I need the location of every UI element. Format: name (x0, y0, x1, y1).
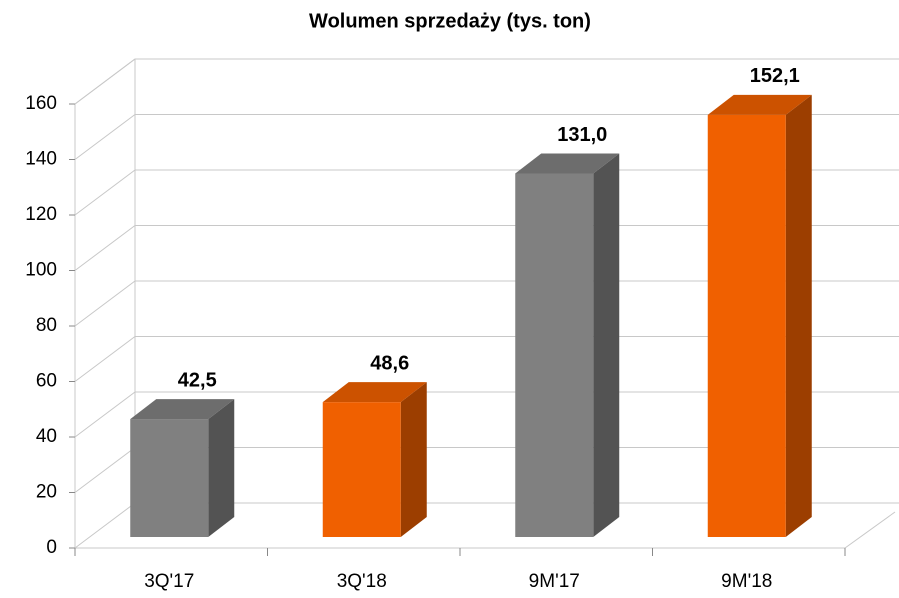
y-tick-label: 80 (36, 315, 57, 336)
grid-line (74, 391, 899, 438)
y-tick-label: 20 (36, 482, 57, 503)
bar-side (400, 382, 427, 537)
grid-line (74, 169, 899, 216)
x-tick-label: 9M'18 (721, 571, 772, 592)
chart-title: Wolumen sprzedaży (tys. ton) (309, 10, 591, 32)
y-tick-label: 40 (36, 426, 57, 447)
data-label: 48,6 (370, 352, 409, 374)
bar-side (785, 94, 812, 538)
y-tick-label: 160 (25, 93, 57, 114)
bar-top (707, 94, 812, 115)
x-tick-label: 3Q'17 (144, 571, 194, 592)
x-tick-label: 9M'17 (529, 571, 580, 592)
bar-top (515, 153, 620, 174)
grid-line (74, 58, 899, 105)
grid-line (74, 114, 899, 160)
bar-top (322, 382, 427, 403)
y-tick-label: 100 (25, 260, 57, 281)
bar-top (130, 399, 235, 420)
y-tick-label: 120 (25, 204, 57, 225)
bar (322, 402, 401, 537)
bar-side (593, 153, 620, 537)
data-label: 152,1 (750, 65, 800, 87)
y-tick-label: 140 (25, 149, 57, 170)
bar (130, 419, 209, 537)
y-tick-label: 60 (36, 371, 57, 392)
grid-line (74, 280, 899, 327)
y-tick-label: 0 (46, 537, 57, 558)
bar (707, 114, 786, 538)
bar (515, 173, 594, 537)
grid-line (74, 336, 899, 382)
grid-line (74, 225, 899, 271)
bar-side (208, 399, 235, 537)
data-label: 42,5 (178, 369, 217, 391)
x-tick-label: 3Q'18 (337, 571, 387, 592)
data-label: 131,0 (557, 124, 607, 146)
